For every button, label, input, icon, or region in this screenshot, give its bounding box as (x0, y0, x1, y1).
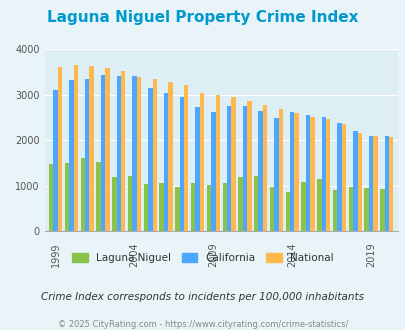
Bar (309, 117, 314, 231)
Bar (258, 111, 262, 231)
Bar (168, 82, 172, 231)
Bar (152, 79, 157, 231)
Bar (85, 80, 89, 231)
Bar (58, 67, 62, 231)
Bar (136, 77, 141, 231)
Bar (112, 177, 116, 231)
Bar (294, 114, 298, 231)
Bar (321, 117, 325, 231)
Bar (325, 119, 330, 231)
Bar (364, 188, 368, 231)
Bar (65, 163, 69, 231)
Bar (222, 183, 226, 231)
Bar (132, 76, 136, 231)
Bar (379, 189, 384, 231)
Bar (242, 106, 247, 231)
Bar (357, 133, 361, 231)
Text: Crime Index corresponds to incidents per 100,000 inhabitants: Crime Index corresponds to incidents per… (41, 292, 364, 302)
Bar (190, 183, 195, 231)
Bar (116, 76, 121, 231)
Bar (164, 93, 168, 231)
Bar (274, 118, 278, 231)
Bar (143, 184, 148, 231)
Bar (247, 101, 251, 231)
Bar (305, 115, 309, 231)
Bar (96, 162, 100, 231)
Text: 1999: 1999 (51, 242, 61, 267)
Bar (175, 186, 179, 231)
Bar (316, 179, 321, 231)
Bar (388, 137, 392, 231)
Text: 2009: 2009 (208, 242, 218, 267)
Bar (348, 186, 352, 231)
Bar (384, 136, 388, 231)
Bar (121, 71, 125, 231)
Text: 2014: 2014 (286, 242, 296, 267)
Bar (254, 176, 258, 231)
Bar (206, 185, 211, 231)
Text: 2004: 2004 (129, 242, 139, 267)
Bar (262, 105, 266, 231)
Bar (301, 182, 305, 231)
Bar (341, 124, 345, 231)
Legend: Laguna Niguel, California, National: Laguna Niguel, California, National (68, 248, 337, 267)
Bar (105, 68, 109, 231)
Bar (148, 87, 152, 231)
Text: Laguna Niguel Property Crime Index: Laguna Niguel Property Crime Index (47, 10, 358, 25)
Bar (285, 191, 289, 231)
Bar (269, 186, 274, 231)
Bar (226, 106, 231, 231)
Bar (368, 136, 372, 231)
Bar (81, 158, 85, 231)
Text: 2019: 2019 (365, 242, 375, 267)
Bar (211, 112, 215, 231)
Bar (100, 75, 105, 231)
Bar (278, 109, 282, 231)
Bar (159, 183, 164, 231)
Bar (215, 95, 220, 231)
Bar (89, 66, 94, 231)
Bar (53, 90, 58, 231)
Bar (238, 177, 242, 231)
Bar (195, 107, 199, 231)
Bar (352, 131, 357, 231)
Bar (128, 176, 132, 231)
Bar (69, 80, 73, 231)
Bar (337, 122, 341, 231)
Text: © 2025 CityRating.com - https://www.cityrating.com/crime-statistics/: © 2025 CityRating.com - https://www.city… (58, 320, 347, 329)
Bar (231, 97, 235, 231)
Bar (73, 65, 78, 231)
Bar (332, 190, 337, 231)
Bar (289, 112, 294, 231)
Bar (179, 97, 183, 231)
Bar (199, 93, 204, 231)
Bar (183, 85, 188, 231)
Bar (372, 136, 377, 231)
Bar (49, 164, 53, 231)
